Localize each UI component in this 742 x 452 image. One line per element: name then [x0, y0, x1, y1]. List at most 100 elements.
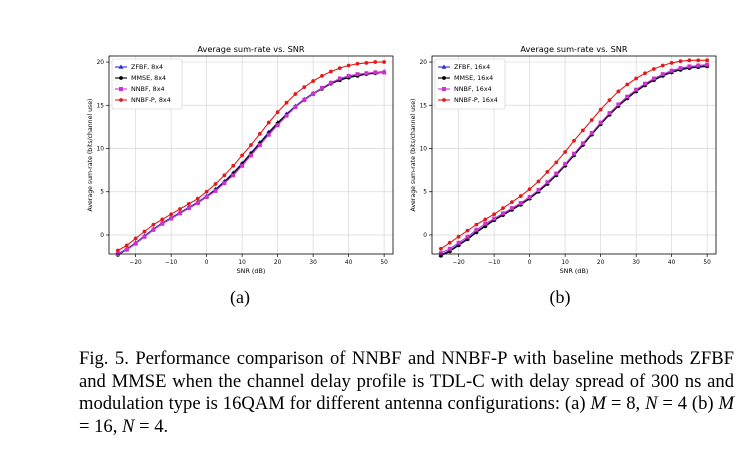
legend-box — [111, 58, 183, 110]
x-axis-label: SNR (dB) — [560, 267, 589, 275]
data-point — [625, 94, 630, 99]
data-point — [687, 58, 692, 63]
data-point — [293, 92, 298, 96]
data-point — [311, 92, 316, 97]
data-point — [589, 118, 594, 122]
legend-label: ZFBF, 8x4 — [131, 63, 163, 71]
data-point — [142, 229, 147, 234]
legend-marker — [118, 64, 124, 69]
x-tick-label: 30 — [632, 260, 640, 266]
data-point — [231, 163, 236, 168]
data-point — [625, 82, 630, 87]
data-point — [373, 70, 378, 75]
caption-var-m-b: M — [718, 393, 735, 414]
legend-label: ZFBF, 16x4 — [454, 63, 490, 71]
data-point — [456, 240, 461, 245]
y-tick-label: 5 — [100, 190, 104, 196]
data-point — [231, 173, 236, 178]
data-point — [204, 194, 209, 199]
y-axis-label: Average sum-rate (bits/channel use) — [87, 99, 94, 212]
legend-label: NNBF, 16x4 — [454, 85, 492, 93]
data-point — [660, 72, 665, 77]
y-tick-label: 15 — [420, 103, 428, 109]
legend-marker — [442, 98, 446, 102]
data-point — [456, 234, 461, 239]
data-point — [124, 247, 129, 252]
legend-marker — [119, 76, 123, 80]
data-point — [195, 200, 200, 205]
x-tick-label: −10 — [488, 260, 501, 266]
subfigure-label-a: (a) — [230, 287, 250, 307]
data-point — [705, 58, 710, 63]
data-point — [364, 71, 369, 76]
data-point — [572, 151, 576, 156]
x-axis-label: SNR (dB) — [237, 267, 266, 275]
data-point — [687, 64, 692, 69]
legend-marker — [441, 64, 447, 69]
data-point — [364, 61, 369, 65]
series-nnbf-8x4 — [115, 70, 387, 256]
legend-label: NNBF, 8x4 — [131, 85, 165, 93]
data-point — [616, 89, 621, 94]
data-point — [651, 67, 656, 71]
data-point — [240, 163, 245, 168]
data-point — [169, 212, 174, 217]
data-point — [518, 200, 523, 205]
x-tick-label: −10 — [165, 260, 178, 266]
data-point — [151, 222, 156, 227]
y-tick-label: 20 — [97, 60, 105, 66]
data-point — [660, 63, 665, 68]
x-tick-label: 20 — [597, 260, 605, 266]
data-point — [643, 71, 647, 76]
series-nnbf-16x4 — [438, 62, 710, 256]
x-tick-label: 0 — [528, 260, 532, 266]
caption-text-a2: = 4 (b) — [657, 393, 719, 414]
data-point — [133, 241, 138, 246]
legend: ZFBF, 16x4 MMSE, 16x4 NNBF, 16x4 NNBF-P, 16… — [434, 58, 506, 110]
data-point — [328, 69, 333, 74]
data-point — [580, 141, 585, 146]
series-nnbf-p-16x4 — [438, 58, 710, 251]
data-point — [492, 212, 497, 217]
data-point — [598, 107, 603, 112]
data-point — [355, 61, 360, 66]
data-point — [382, 60, 387, 64]
data-point — [124, 243, 129, 248]
data-point — [266, 120, 271, 125]
data-point — [616, 102, 621, 107]
data-point — [634, 76, 639, 81]
y-tick-label: 0 — [100, 233, 104, 239]
caption-text-b1: = 16, — [79, 415, 123, 437]
data-point — [186, 201, 191, 206]
subfigure-label-b: (b) — [549, 287, 571, 307]
x-tick-label: 50 — [703, 260, 711, 266]
data-point — [249, 153, 253, 158]
data-point — [651, 76, 656, 81]
data-point — [554, 160, 559, 165]
legend-label: MMSE, 16x4 — [454, 74, 493, 82]
data-point — [563, 150, 568, 154]
plot-frame — [108, 55, 394, 255]
legend-box — [434, 58, 506, 110]
data-point — [320, 85, 324, 90]
chart-title: Average sum-rate vs. SNR — [197, 44, 304, 54]
data-point — [302, 98, 307, 103]
x-tick-label: 50 — [380, 260, 388, 266]
data-point — [643, 81, 647, 86]
data-point — [240, 153, 245, 158]
data-point — [492, 216, 497, 221]
data-point — [151, 227, 156, 232]
data-point — [438, 246, 443, 251]
caption-var-n-a: N — [645, 393, 658, 414]
legend-label: NNBF-P, 8x4 — [131, 96, 171, 104]
data-point — [705, 62, 710, 67]
data-point — [509, 200, 514, 205]
legend: ZFBF, 8x4 MMSE, 8x4 NNBF, 8x4 NNBF-P, 8x4 — [111, 58, 183, 110]
x-tick-label: 10 — [238, 260, 246, 266]
plot-frame — [431, 55, 717, 255]
data-point — [447, 246, 452, 251]
data-point — [447, 240, 452, 245]
data-point — [607, 98, 612, 102]
data-point — [438, 251, 443, 256]
